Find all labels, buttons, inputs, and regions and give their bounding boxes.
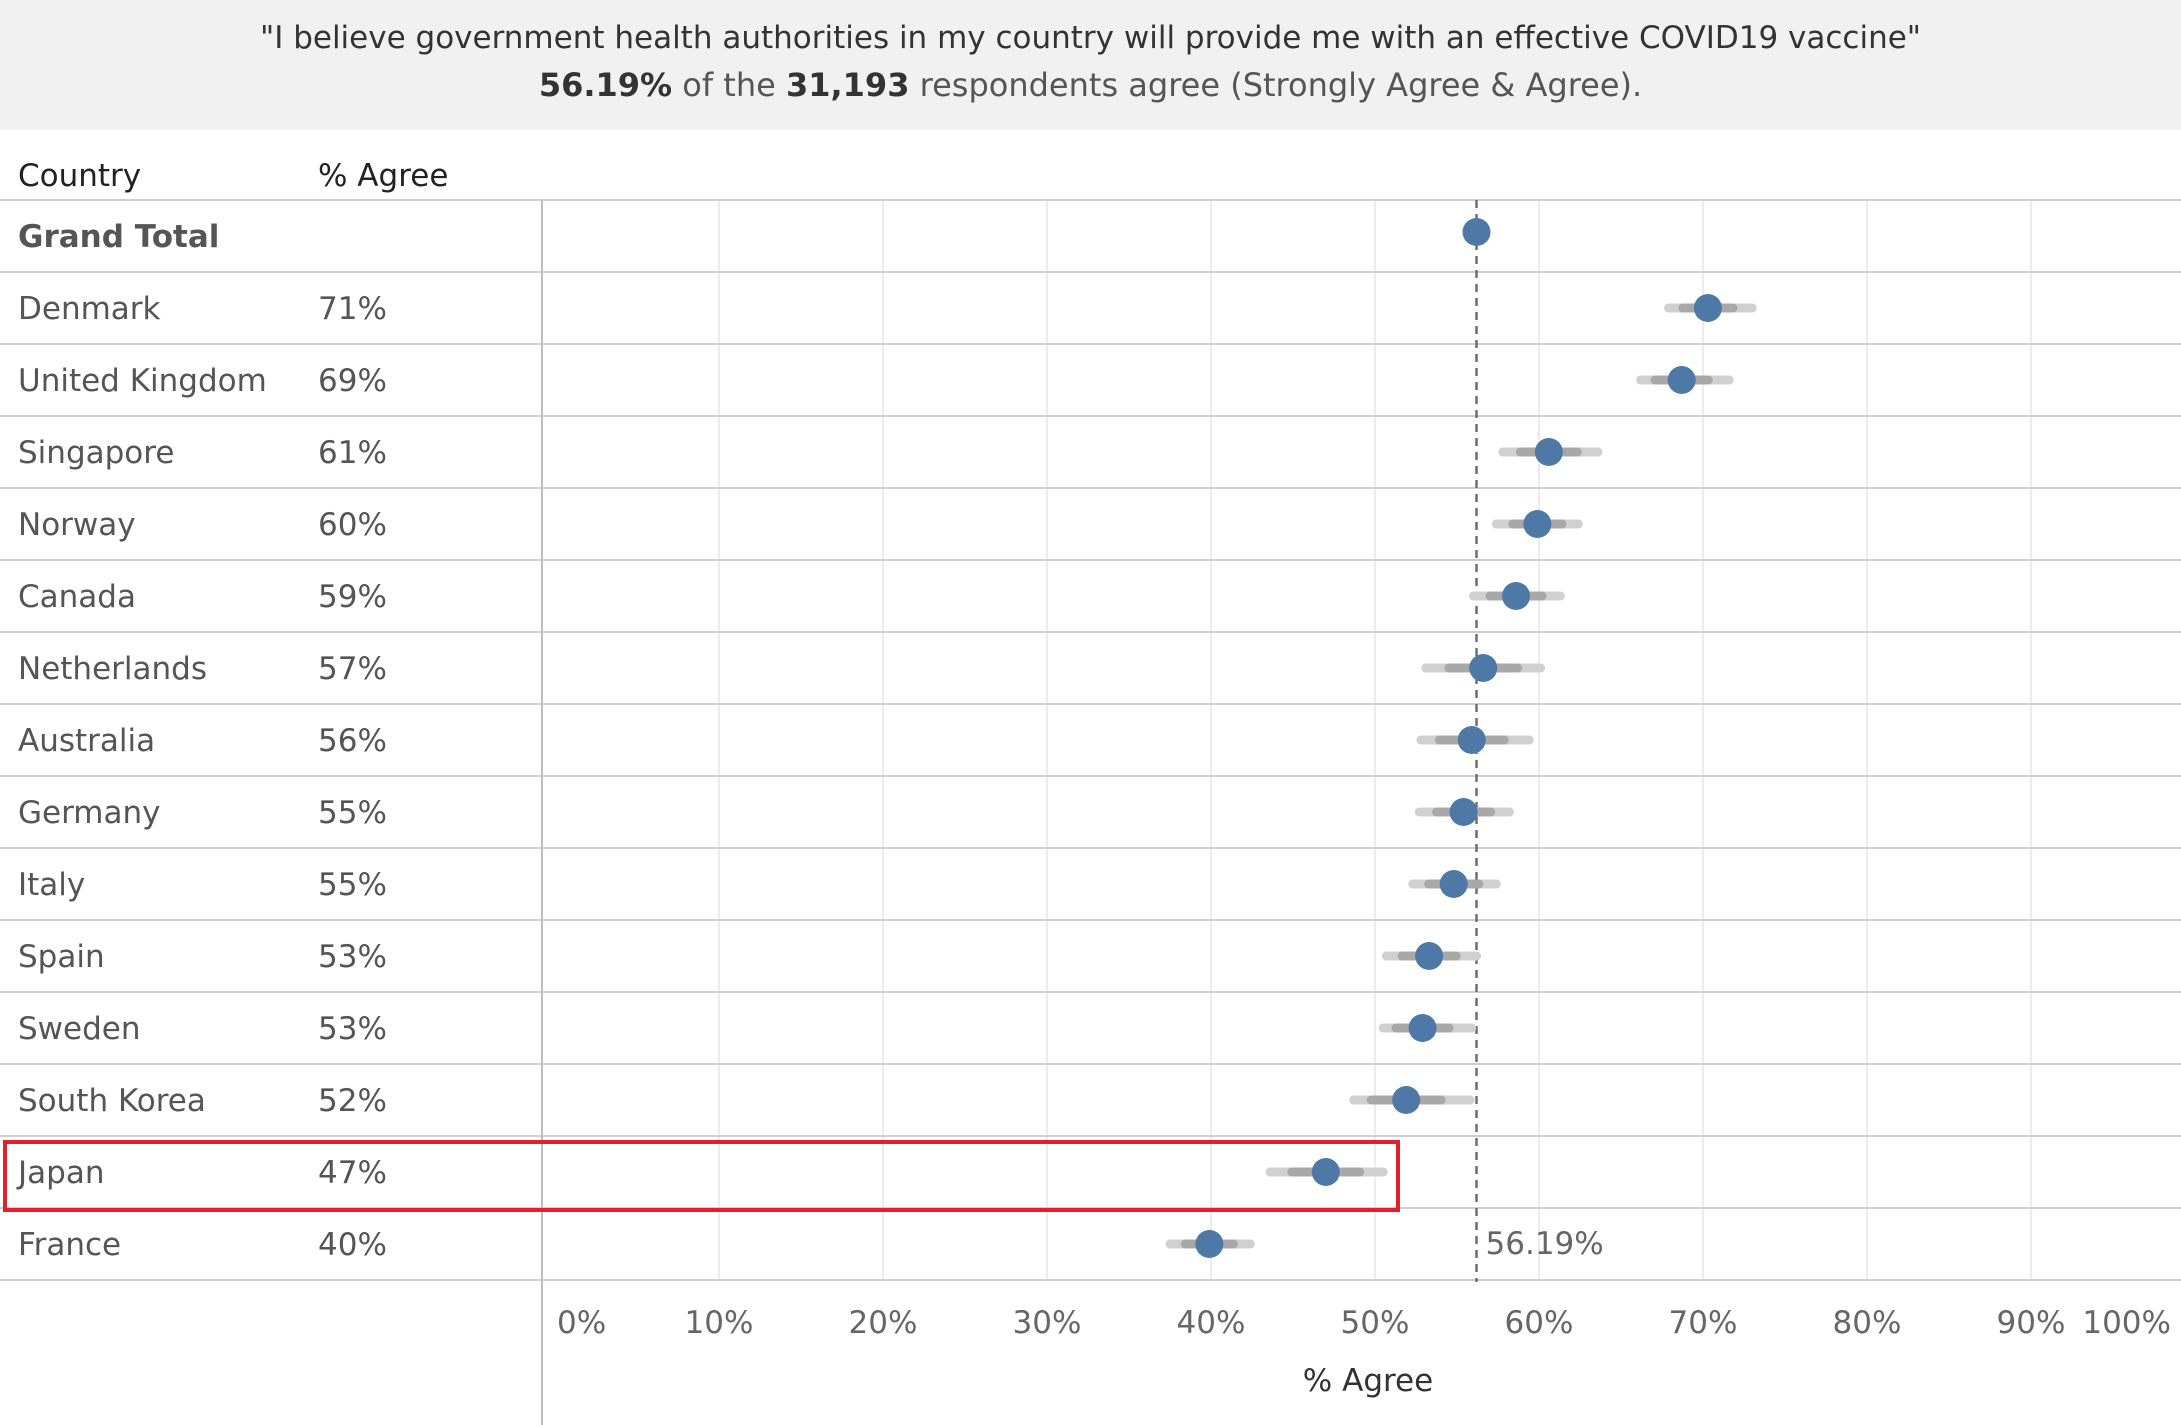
grand-total-label: Grand Total [18, 219, 219, 255]
row-country-label: Denmark [18, 291, 161, 327]
data-point [1523, 510, 1552, 538]
row-country-label: Norway [18, 507, 136, 543]
x-tick-label: 100% [2082, 1305, 2171, 1341]
row-agree-label: 55% [318, 867, 387, 903]
row-agree-label: 59% [318, 579, 387, 615]
row-agree-label: 52% [318, 1083, 387, 1119]
column-header-agree: % Agree [318, 158, 449, 194]
x-tick-label: 40% [1177, 1305, 1246, 1341]
x-tick-label: 0% [557, 1305, 606, 1341]
data-point [1415, 942, 1444, 970]
survey-question: "I believe government health authorities… [259, 20, 1922, 56]
grand-total-dot [1462, 218, 1491, 246]
row-country-label: South Korea [18, 1083, 206, 1119]
row-agree-label: 60% [318, 507, 387, 543]
data-point [1469, 654, 1498, 682]
row-country-label: Singapore [18, 435, 174, 471]
data-point [1693, 294, 1722, 322]
data-point [1311, 1158, 1340, 1186]
x-tick-label: 50% [1341, 1305, 1410, 1341]
row-agree-label: 56% [318, 723, 387, 759]
x-tick-label: 70% [1669, 1305, 1738, 1341]
x-tick-label: 60% [1505, 1305, 1574, 1341]
data-point [1667, 366, 1696, 394]
row-agree-label: 61% [318, 435, 387, 471]
data-point [1408, 1014, 1437, 1042]
summary-line: 56.19% of the 31,193 respondents agree (… [0, 66, 2181, 104]
row-country-label: Japan [16, 1155, 104, 1191]
row-country-label: Netherlands [18, 651, 207, 687]
row-agree-label: 53% [318, 1011, 387, 1047]
row-agree-label: 57% [318, 651, 387, 687]
row-country-label: Sweden [18, 1011, 141, 1047]
row-agree-label: 40% [318, 1227, 387, 1263]
summary-of-the: of the [682, 66, 776, 104]
row-agree-label: 55% [318, 795, 387, 831]
data-point [1502, 582, 1531, 610]
row-country-label: Germany [18, 795, 160, 831]
row-country-label: Australia [18, 723, 155, 759]
x-tick-label: 10% [685, 1305, 754, 1341]
row-country-label: Canada [18, 579, 136, 615]
data-point [1439, 870, 1468, 898]
summary-count: 31,193 [785, 66, 910, 104]
x-tick-label: 20% [849, 1305, 918, 1341]
column-header-country: Country [18, 158, 142, 194]
chart-header: "I believe government health authorities… [0, 0, 2181, 130]
row-agree-label: 53% [318, 939, 387, 975]
x-tick-label: 90% [1997, 1305, 2066, 1341]
x-tick-label: 30% [1013, 1305, 1082, 1341]
data-point [1449, 798, 1478, 826]
summary-pct: 56.19% [538, 66, 673, 104]
row-country-label: Italy [18, 867, 85, 903]
data-point [1195, 1230, 1224, 1258]
row-agree-label: 47% [318, 1155, 387, 1191]
x-tick-label: 80% [1833, 1305, 1902, 1341]
reference-line-label: 56.19% [1486, 1226, 1604, 1262]
row-country-label: United Kingdom [18, 363, 267, 399]
x-axis-title: % Agree [1303, 1363, 1433, 1399]
row-country-label: France [18, 1227, 121, 1263]
summary-rest: respondents agree (Strongly Agree & Agre… [919, 66, 1643, 104]
data-point [1534, 438, 1563, 466]
highlight-box [3, 1140, 1400, 1212]
data-point [1457, 726, 1486, 754]
row-agree-label: 71% [318, 291, 387, 327]
data-point [1392, 1086, 1421, 1114]
row-country-label: Spain [18, 939, 105, 975]
row-agree-label: 69% [318, 363, 387, 399]
